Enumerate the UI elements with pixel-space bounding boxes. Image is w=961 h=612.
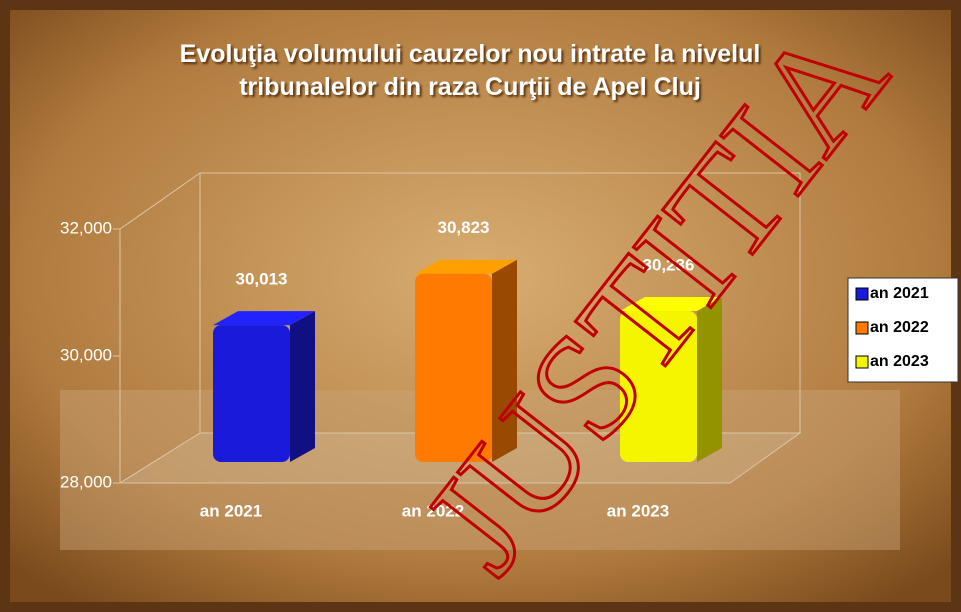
bar-top (213, 311, 315, 326)
bar-top (620, 297, 722, 312)
bar-front (213, 325, 290, 462)
legend-label: an 2022 (870, 319, 929, 336)
legend-label: an 2023 (870, 353, 929, 370)
y-tick-label: 30,000 (60, 345, 112, 364)
value-label: 30,823 (438, 218, 490, 237)
legend-label: an 2021 (870, 285, 929, 302)
legend-swatch (855, 355, 869, 369)
y-tick-label: 32,000 (60, 218, 112, 237)
x-tick-label: an 2021 (200, 501, 262, 520)
y-tick-label: 28,000 (60, 472, 112, 491)
bar-front (415, 273, 492, 462)
bar (415, 259, 517, 462)
bar (620, 297, 722, 462)
bar-front (620, 311, 697, 462)
value-label: 30,236 (643, 255, 695, 274)
bar-side (492, 259, 517, 462)
bar-side (290, 311, 315, 462)
x-tick-label: an 2023 (607, 501, 669, 520)
legend-swatch (855, 321, 869, 335)
axis-edge (119, 172, 201, 230)
value-label: 30,013 (236, 270, 288, 289)
bar-side (697, 297, 722, 462)
legend-swatch (855, 287, 869, 301)
chart-title: Evoluţia volumului cauzelor nou intrate … (179, 40, 761, 101)
bar (213, 311, 315, 462)
bar-top (415, 259, 517, 274)
x-tick-label: an 2022 (402, 501, 464, 520)
